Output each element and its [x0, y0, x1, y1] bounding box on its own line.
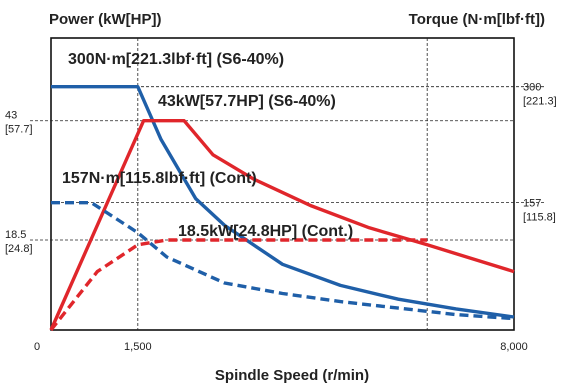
annotation-labels: 300N·m[221.3lbf·ft] (S6-40%) 43kW[57.7HP]… — [62, 51, 353, 240]
left-axis-label: Power (kW[HP]) — [49, 11, 162, 28]
origin-label: 0 — [34, 341, 40, 353]
x-tick-label: 8,000 — [500, 341, 528, 353]
tick-labels: 43 [57.7] 18.5 [24.8] 300 [221.3] 157 [115.8] 1,… — [5, 82, 557, 353]
right-tick-sublabel: [221.3] — [523, 96, 557, 108]
right-tick-sublabel: [115.8] — [523, 212, 556, 224]
right-tick-label: 157 — [523, 198, 541, 210]
series-lines — [49, 84, 515, 332]
right-axis-label: Torque (N·m[lbf·ft]) — [409, 11, 545, 28]
left-tick-sublabel: [57.7] — [5, 124, 33, 136]
series-line-4-power-dashed — [49, 238, 428, 332]
series-line-1-torque-solid — [51, 84, 515, 319]
annotation-2: 43kW[57.7HP] (S6-40%) — [158, 93, 336, 110]
series-line-3-torque-dashed — [51, 200, 515, 321]
left-tick-label: 43 — [5, 110, 17, 122]
annotation-1: 300N·m[221.3lbf·ft] (S6-40%) — [68, 51, 284, 68]
left-tick-label: 18.5 — [5, 229, 26, 241]
right-tick-label: 300 — [523, 82, 541, 94]
x-tick-label: 1,500 — [124, 341, 152, 353]
x-axis-label: Spindle Speed (r/min) — [215, 367, 369, 384]
annotation-3: 157N·m[115.8lbf·ft] (Cont) — [62, 170, 257, 187]
plot-frame — [50, 37, 515, 331]
annotation-4: 18.5kW[24.8HP] (Cont.) — [178, 223, 353, 240]
left-tick-sublabel: [24.8] — [5, 243, 33, 255]
